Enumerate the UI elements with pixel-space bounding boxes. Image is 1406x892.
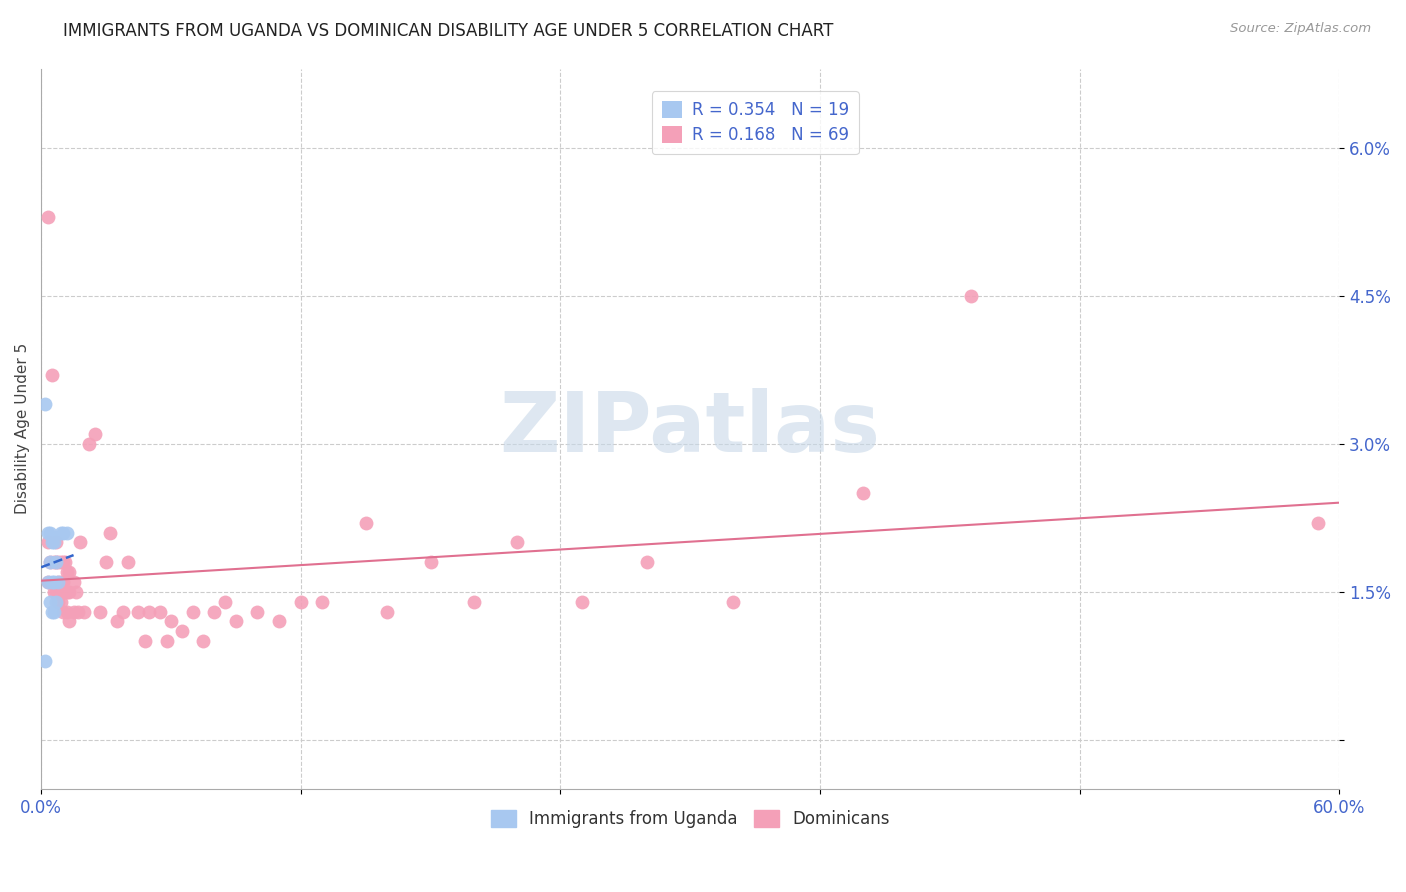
Point [571, 594, 593, 608]
Point [48, 594, 70, 608]
Point [52, 584, 75, 599]
Point [37, 535, 59, 549]
Point [52, 574, 75, 589]
Point [56, 565, 79, 579]
Point [41, 535, 63, 549]
Point [723, 594, 745, 608]
Point [138, 605, 160, 619]
Point [77, 436, 100, 450]
Point [38, 555, 60, 569]
Point [45, 594, 67, 608]
Text: Source: ZipAtlas.com: Source: ZipAtlas.com [1230, 22, 1371, 36]
Point [56, 605, 79, 619]
Point [41, 368, 63, 382]
Point [58, 615, 80, 629]
Point [56, 584, 79, 599]
Point [45, 555, 67, 569]
Point [193, 634, 215, 648]
Point [41, 574, 63, 589]
Point [1306, 516, 1329, 530]
Point [160, 615, 183, 629]
Point [149, 605, 172, 619]
Point [181, 605, 204, 619]
Point [636, 555, 658, 569]
Point [37, 574, 59, 589]
Point [419, 555, 441, 569]
Point [42, 574, 65, 589]
Point [246, 605, 269, 619]
Point [960, 288, 983, 302]
Point [105, 615, 128, 629]
Point [42, 535, 65, 549]
Point [48, 555, 70, 569]
Point [48, 574, 70, 589]
Point [38, 555, 60, 569]
Point [354, 516, 377, 530]
Point [53, 555, 76, 569]
Point [269, 615, 291, 629]
Point [37, 210, 59, 224]
Text: ZIPatlas: ZIPatlas [499, 388, 880, 469]
Point [49, 555, 72, 569]
Point [117, 555, 139, 569]
Point [202, 605, 225, 619]
Point [463, 594, 485, 608]
Point [45, 555, 67, 569]
Point [34, 397, 56, 411]
Text: IMMIGRANTS FROM UGANDA VS DOMINICAN DISABILITY AGE UNDER 5 CORRELATION CHART: IMMIGRANTS FROM UGANDA VS DOMINICAN DISA… [63, 22, 834, 40]
Point [225, 615, 247, 629]
Point [58, 565, 80, 579]
Point [112, 605, 135, 619]
Point [155, 634, 177, 648]
Point [45, 584, 67, 599]
Point [65, 584, 87, 599]
Point [98, 525, 121, 540]
Point [37, 525, 59, 540]
Point [38, 594, 60, 608]
Point [37, 574, 59, 589]
Point [134, 634, 156, 648]
Point [53, 584, 76, 599]
Point [62, 605, 84, 619]
Legend: Immigrants from Uganda, Dominicans: Immigrants from Uganda, Dominicans [484, 804, 897, 835]
Point [852, 486, 875, 500]
Point [52, 525, 75, 540]
Point [89, 605, 111, 619]
Point [41, 605, 63, 619]
Point [42, 555, 65, 569]
Point [42, 584, 65, 599]
Point [49, 594, 72, 608]
Point [34, 654, 56, 668]
Point [42, 605, 65, 619]
Point [84, 426, 107, 441]
Point [375, 605, 398, 619]
Point [66, 605, 89, 619]
Point [45, 535, 67, 549]
Point [290, 594, 312, 608]
Y-axis label: Disability Age Under 5: Disability Age Under 5 [15, 343, 30, 515]
Point [48, 574, 70, 589]
Point [170, 624, 193, 639]
Point [69, 535, 91, 549]
Point [73, 605, 96, 619]
Point [56, 525, 79, 540]
Point [52, 555, 75, 569]
Point [214, 594, 236, 608]
Point [62, 574, 84, 589]
Point [49, 525, 72, 540]
Point [94, 555, 117, 569]
Point [52, 605, 75, 619]
Point [127, 605, 149, 619]
Point [49, 574, 72, 589]
Point [58, 584, 80, 599]
Point [506, 535, 529, 549]
Point [311, 594, 333, 608]
Point [38, 525, 60, 540]
